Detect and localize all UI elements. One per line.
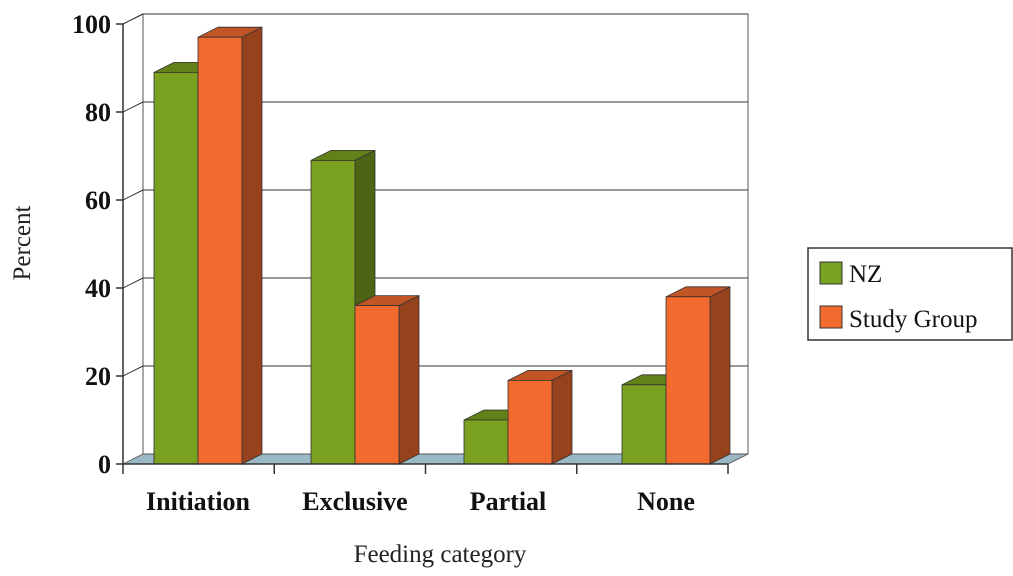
gridline-side <box>122 365 144 377</box>
gridline-side <box>122 13 144 25</box>
bar-study-group-partial <box>507 369 573 465</box>
bar-front <box>153 72 199 465</box>
bar-side <box>709 286 731 465</box>
gridline-side <box>122 189 144 201</box>
y-axis-title: Percent <box>9 205 36 280</box>
legend-label-study-group: Study Group <box>849 306 977 333</box>
bar-side <box>241 26 263 465</box>
y-tick-label: 100 <box>72 10 111 39</box>
x-tick-label: Partial <box>470 487 547 516</box>
legend-label-nz: NZ <box>849 261 882 288</box>
bars <box>153 26 731 465</box>
y-tick-label: 60 <box>85 186 111 215</box>
bar-front <box>507 379 553 465</box>
gridline-side <box>122 277 144 289</box>
axes: 0 20 40 60 80 100 Initiation Exclusive Partial No… <box>72 10 729 516</box>
bar-side <box>398 294 420 465</box>
x-tick-label: None <box>637 487 695 516</box>
bar-front <box>310 159 356 465</box>
bar-study-group-initiation <box>197 26 263 465</box>
x-tick-label: Exclusive <box>302 487 407 516</box>
bar-front <box>463 419 509 465</box>
gridline-side <box>122 101 144 113</box>
y-tick-label: 20 <box>85 362 111 391</box>
bar-front <box>665 296 711 465</box>
y-tick-label: 80 <box>85 98 111 127</box>
bar-side <box>551 369 573 465</box>
bar-front <box>621 384 667 465</box>
bar-study-group-none <box>665 286 731 465</box>
legend-swatch-study-group <box>819 305 843 329</box>
legend: NZ Study Group <box>807 247 1013 341</box>
bar-front <box>197 36 243 465</box>
x-axis-title: Feeding category <box>354 541 527 568</box>
y-tick-label: 0 <box>98 450 111 479</box>
legend-swatch-nz <box>819 261 843 285</box>
x-tick-label: Initiation <box>146 487 251 516</box>
bar-study-group-exclusive <box>354 294 420 465</box>
y-tick-label: 40 <box>85 274 111 303</box>
bar-front <box>354 305 400 465</box>
